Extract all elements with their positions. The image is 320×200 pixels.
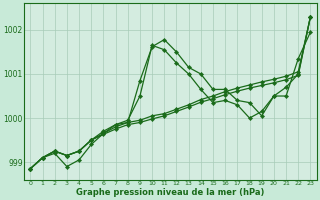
X-axis label: Graphe pression niveau de la mer (hPa): Graphe pression niveau de la mer (hPa) <box>76 188 265 197</box>
